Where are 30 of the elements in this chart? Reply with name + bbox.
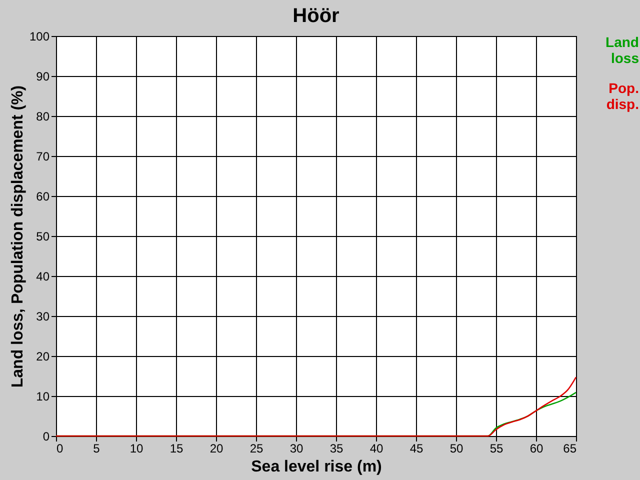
- x-axis-title: Sea level rise (m): [251, 458, 382, 476]
- x-tick-label: 55: [490, 442, 504, 456]
- x-tick-label: 30: [290, 442, 304, 456]
- y-tick-label: 70: [36, 150, 50, 164]
- y-tick-label: 100: [29, 30, 50, 44]
- text: Pop. disp.: [606, 80, 639, 112]
- y-axis-title: Land loss, Population displacement (%): [9, 85, 26, 388]
- y-tick-label: 0: [42, 430, 50, 444]
- x-tick-label: 40: [370, 442, 384, 456]
- chart-title: Höör: [292, 5, 340, 27]
- x-tick-label: 65: [563, 442, 577, 456]
- y-tick-label: 80: [36, 110, 50, 124]
- y-tick-label: 10: [36, 390, 50, 404]
- x-tick-label: 35: [330, 442, 344, 456]
- x-tick-label: 10: [130, 442, 144, 456]
- text: Land loss: [606, 34, 640, 66]
- x-tick-label: 45: [410, 442, 424, 456]
- y-tick-label: 20: [36, 350, 50, 364]
- x-tick-label: 60: [530, 442, 544, 456]
- x-tick-label: 20: [210, 442, 224, 456]
- y-tick-label: 30: [36, 310, 50, 324]
- y-tick-label: 40: [36, 270, 50, 284]
- x-tick-label: 50: [450, 442, 464, 456]
- x-tick-label: 0: [56, 442, 64, 456]
- x-tick-label: 15: [170, 442, 184, 456]
- y-tick-label: 50: [36, 230, 50, 244]
- y-tick-label: 60: [36, 190, 50, 204]
- x-tick-label: 25: [250, 442, 264, 456]
- y-tick-label: 90: [36, 70, 50, 84]
- x-tick-label: 5: [93, 442, 100, 456]
